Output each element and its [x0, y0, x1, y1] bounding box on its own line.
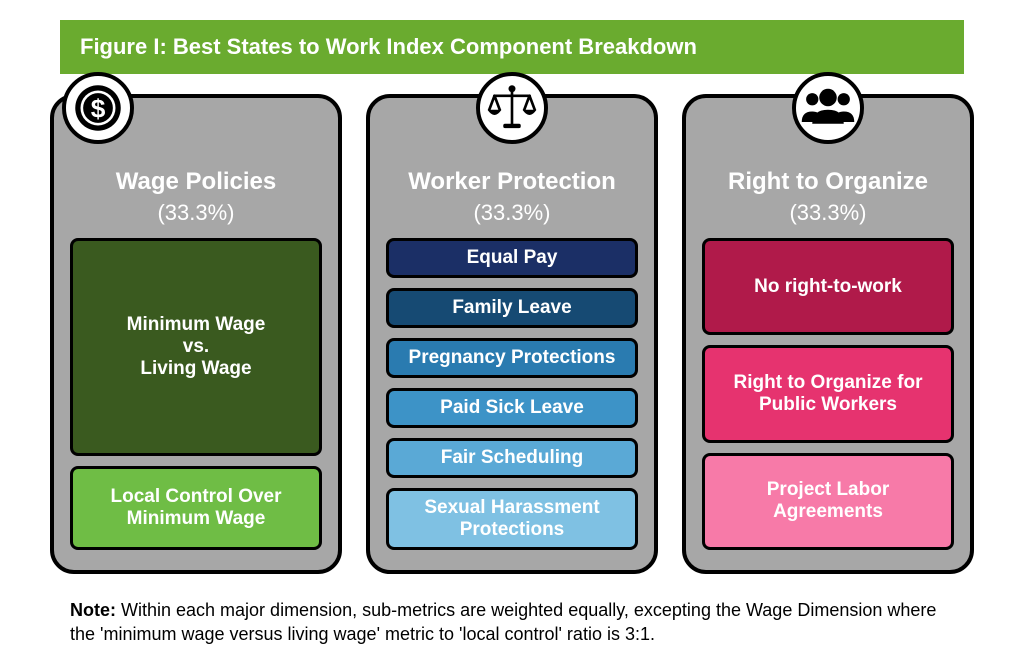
card-subitems: No right-to-work Right to Organize for Pu… — [702, 238, 954, 550]
card-percentage: (33.3%) — [702, 200, 954, 226]
sub-metric-block: Project Labor Agreements — [702, 453, 954, 550]
figure-title: Figure I: Best States to Work Index Comp… — [80, 34, 697, 59]
cards-row: $ Wage Policies (33.3%) Minimum Wagevs.Livi… — [40, 94, 984, 574]
sub-metric-block: No right-to-work — [702, 238, 954, 335]
card-percentage: (33.3%) — [386, 200, 638, 226]
figure-title-bar: Figure I: Best States to Work Index Comp… — [60, 20, 964, 74]
note-label: Note: — [70, 600, 116, 620]
sub-metric-block: Minimum Wagevs.Living Wage — [70, 238, 322, 456]
component-card: $ Wage Policies (33.3%) Minimum Wagevs.Livi… — [50, 94, 342, 574]
card-subitems: Equal Pay Family Leave Pregnancy Protectio… — [386, 238, 638, 550]
sub-metric-block: Paid Sick Leave — [386, 388, 638, 428]
dollar-icon: $ — [62, 72, 134, 144]
svg-text:$: $ — [91, 94, 106, 124]
sub-metric-block: Local Control Over Minimum Wage — [70, 466, 322, 551]
sub-metric-block: Sexual Harassment Protections — [386, 488, 638, 550]
figure-note: Note: Within each major dimension, sub-m… — [70, 598, 954, 647]
people-icon — [792, 72, 864, 144]
card-title: Wage Policies — [70, 168, 322, 196]
note-text: Within each major dimension, sub-metrics… — [70, 600, 936, 644]
sub-metric-block: Pregnancy Protections — [386, 338, 638, 378]
sub-metric-block: Family Leave — [386, 288, 638, 328]
card-title: Right to Organize — [702, 168, 954, 196]
component-card: Worker Protection (33.3%) Equal Pay Family … — [366, 94, 658, 574]
card-percentage: (33.3%) — [70, 200, 322, 226]
component-card: Right to Organize (33.3%) No right-to-work… — [682, 94, 974, 574]
card-subitems: Minimum Wagevs.Living Wage Local Control … — [70, 238, 322, 550]
card-title: Worker Protection — [386, 168, 638, 196]
sub-metric-block: Right to Organize for Public Workers — [702, 345, 954, 442]
sub-metric-block: Equal Pay — [386, 238, 638, 278]
scales-icon — [476, 72, 548, 144]
sub-metric-block: Fair Scheduling — [386, 438, 638, 478]
